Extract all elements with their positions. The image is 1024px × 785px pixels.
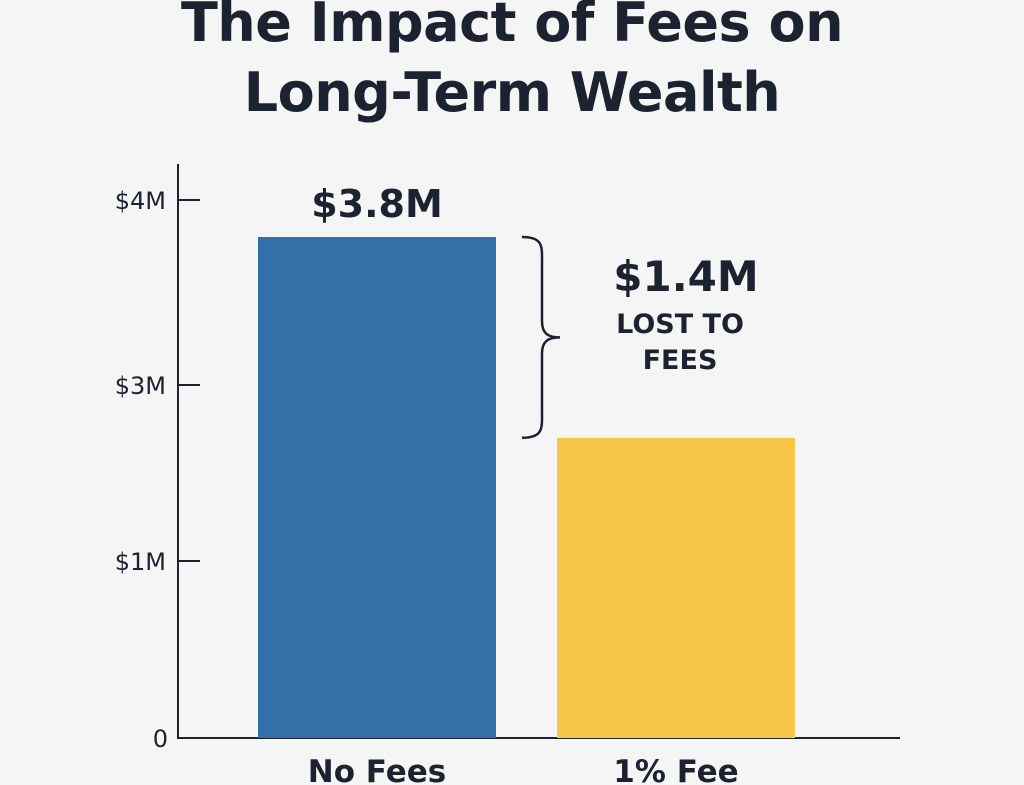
brace-icon bbox=[521, 235, 561, 440]
y-tick-label: $4M bbox=[115, 187, 166, 215]
chart-title-line-1: The Impact of Fees on bbox=[180, 0, 844, 54]
bars bbox=[258, 237, 795, 738]
bar-2 bbox=[557, 437, 795, 738]
difference-value: $1.4M bbox=[613, 252, 758, 301]
y-tick-label: 0 bbox=[153, 725, 168, 753]
category-label: No Fees bbox=[308, 754, 446, 785]
chart-title-line-2: Long-Term Wealth bbox=[243, 61, 781, 124]
data-label: $3.8M bbox=[311, 182, 443, 226]
y-tick-label: $1M bbox=[115, 548, 166, 576]
difference-text-line: FEES bbox=[643, 345, 718, 376]
bar-1 bbox=[258, 237, 496, 738]
bar-labels: No Fees $3.8M 1% Fee bbox=[308, 182, 739, 785]
category-label: 1% Fee bbox=[613, 754, 738, 785]
y-axis-ticks: 0 $1M $3M $4M bbox=[115, 187, 200, 753]
y-tick-label: $3M bbox=[115, 372, 166, 400]
difference-text-line: LOST TO bbox=[616, 309, 744, 340]
difference-annotation: $1.4M LOST TO FEES bbox=[521, 235, 759, 440]
